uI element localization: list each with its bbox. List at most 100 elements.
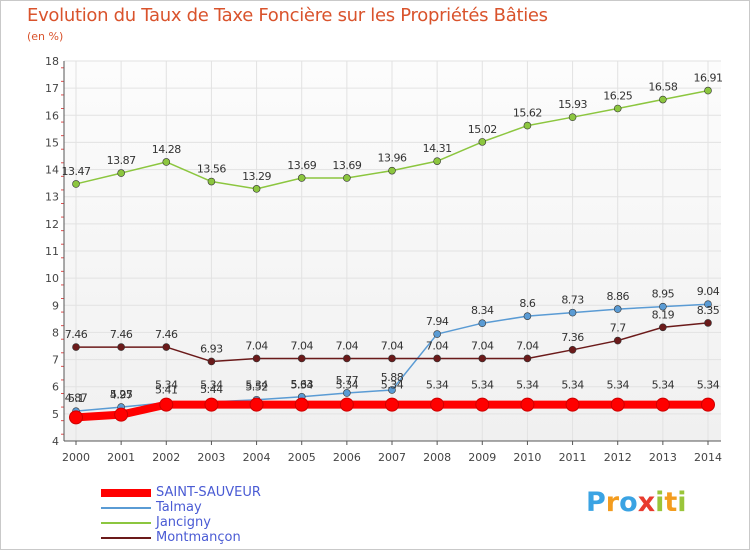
data-point <box>388 166 396 175</box>
data-label: 5.77 <box>336 374 359 387</box>
data-point <box>343 174 351 182</box>
data-point <box>343 389 351 397</box>
data-point <box>520 397 535 412</box>
data-label: 5.34 <box>697 379 720 392</box>
data-point <box>523 121 532 130</box>
data-point <box>704 86 712 95</box>
data-label: 5.34 <box>516 379 539 392</box>
legend-item: Montmançon <box>101 530 261 545</box>
data-label: 9.04 <box>697 285 720 298</box>
series-talmay: 5.1 5.25 5.41 5.44 5.52 5.63 5.77 5.88 7.94 8.34 8… <box>68 285 720 415</box>
data-label: 7.04 <box>471 339 494 352</box>
data-point <box>704 300 712 309</box>
data-label: 8.73 <box>561 294 584 307</box>
legend: SAINT-SAUVEUR Talmay Jancigny Montmançon <box>101 485 261 545</box>
grid-lines <box>64 60 721 442</box>
y-tick-label: 14 <box>45 164 59 177</box>
logo-letter: x <box>637 487 656 518</box>
data-label: 8.95 <box>652 288 675 301</box>
data-point <box>433 157 441 165</box>
data-point <box>72 180 80 188</box>
legend-item: Jancigny <box>101 515 261 530</box>
data-label: 5.34 <box>245 379 268 392</box>
data-label: 16.58 <box>648 81 677 94</box>
data-point <box>162 343 171 351</box>
y-tick-label: 7 <box>52 354 59 367</box>
x-tick-label: 2002 <box>152 451 180 464</box>
data-label: 15.02 <box>468 123 497 136</box>
data-label: 5.1 <box>68 392 84 405</box>
data-label: 7.94 <box>426 315 449 328</box>
legend-label: SAINT-SAUVEUR <box>156 485 261 500</box>
legend-label: Talmay <box>156 500 202 515</box>
data-label: 13.56 <box>197 163 226 176</box>
data-label: 7.46 <box>65 328 88 341</box>
legend-item: Talmay <box>101 500 261 515</box>
data-label: 4.87 <box>65 391 88 404</box>
data-point <box>478 354 487 363</box>
data-point <box>655 397 670 412</box>
x-tick-label: 2013 <box>649 451 677 464</box>
x-tick-label: 2003 <box>197 451 225 464</box>
data-label: 15.62 <box>513 107 542 120</box>
data-point <box>114 407 129 422</box>
logo-letter: P <box>586 487 606 518</box>
data-label: 14.28 <box>152 143 181 156</box>
data-label: 8.6 <box>519 297 535 310</box>
x-tick-label: 2006 <box>333 451 361 464</box>
legend-swatch <box>101 488 151 497</box>
y-tick-label: 11 <box>45 245 59 258</box>
data-label: 14.31 <box>423 142 452 155</box>
y-tick-label: 4 <box>52 435 59 448</box>
y-tick-label: 15 <box>45 136 59 149</box>
data-label: 5.41 <box>155 384 178 397</box>
data-point <box>433 330 441 338</box>
data-label: 7.46 <box>110 328 133 341</box>
data-label: 7.04 <box>426 339 449 352</box>
data-point <box>252 185 261 193</box>
data-label: 8.86 <box>606 290 629 303</box>
data-point <box>204 397 219 412</box>
x-tick-label: 2008 <box>423 451 451 464</box>
legend-swatch <box>101 536 151 539</box>
data-label: 5.44 <box>200 383 223 396</box>
data-label: 16.91 <box>694 72 723 85</box>
series-jancigny: 13.47 13.87 14.28 13.56 13.29 13.69 13.69 13.96… <box>62 72 723 193</box>
data-point <box>701 397 715 412</box>
legend-label: Montmançon <box>156 530 241 545</box>
data-point <box>613 336 622 345</box>
y-tick-label: 17 <box>45 82 59 95</box>
data-point <box>343 354 351 363</box>
data-point <box>659 302 667 311</box>
x-tick-label: 2010 <box>513 451 541 464</box>
legend-swatch <box>101 506 151 509</box>
data-label: 13.87 <box>107 154 136 167</box>
logo-letter: i <box>677 487 687 518</box>
data-label: 16.25 <box>603 90 632 103</box>
data-label: 5.34 <box>606 379 629 392</box>
x-tick-label: 2007 <box>378 451 406 464</box>
y-tick-label: 13 <box>45 191 59 204</box>
y-tick-label: 18 <box>45 55 59 68</box>
data-point <box>207 357 216 366</box>
x-tick-label: 2009 <box>468 451 496 464</box>
series-montman-on: 7.46 7.46 7.46 6.93 7.04 7.04 7.04 7.04 7.04 7.04… <box>65 304 720 366</box>
logo-letter: r <box>605 487 620 518</box>
data-label: 5.34 <box>155 379 178 392</box>
logo-letter: o <box>619 487 638 518</box>
data-point <box>339 397 354 412</box>
x-tick-label: 2005 <box>288 451 316 464</box>
data-label: 8.19 <box>652 308 675 321</box>
data-point <box>207 177 216 186</box>
data-label: 5.63 <box>290 378 313 391</box>
logo-letter: t <box>664 487 678 518</box>
data-point <box>297 354 306 363</box>
axes: 4 5 6 7 8 9 10 11 12 13 14 15 16 17 18 2000 2001 2002 2003… <box>45 55 722 464</box>
data-point <box>297 174 306 182</box>
data-label: 7.04 <box>336 339 359 352</box>
x-tick-label: 2001 <box>107 451 135 464</box>
data-point <box>249 397 264 412</box>
data-point <box>159 397 174 412</box>
x-tick-label: 2000 <box>62 451 90 464</box>
data-point <box>162 158 171 166</box>
